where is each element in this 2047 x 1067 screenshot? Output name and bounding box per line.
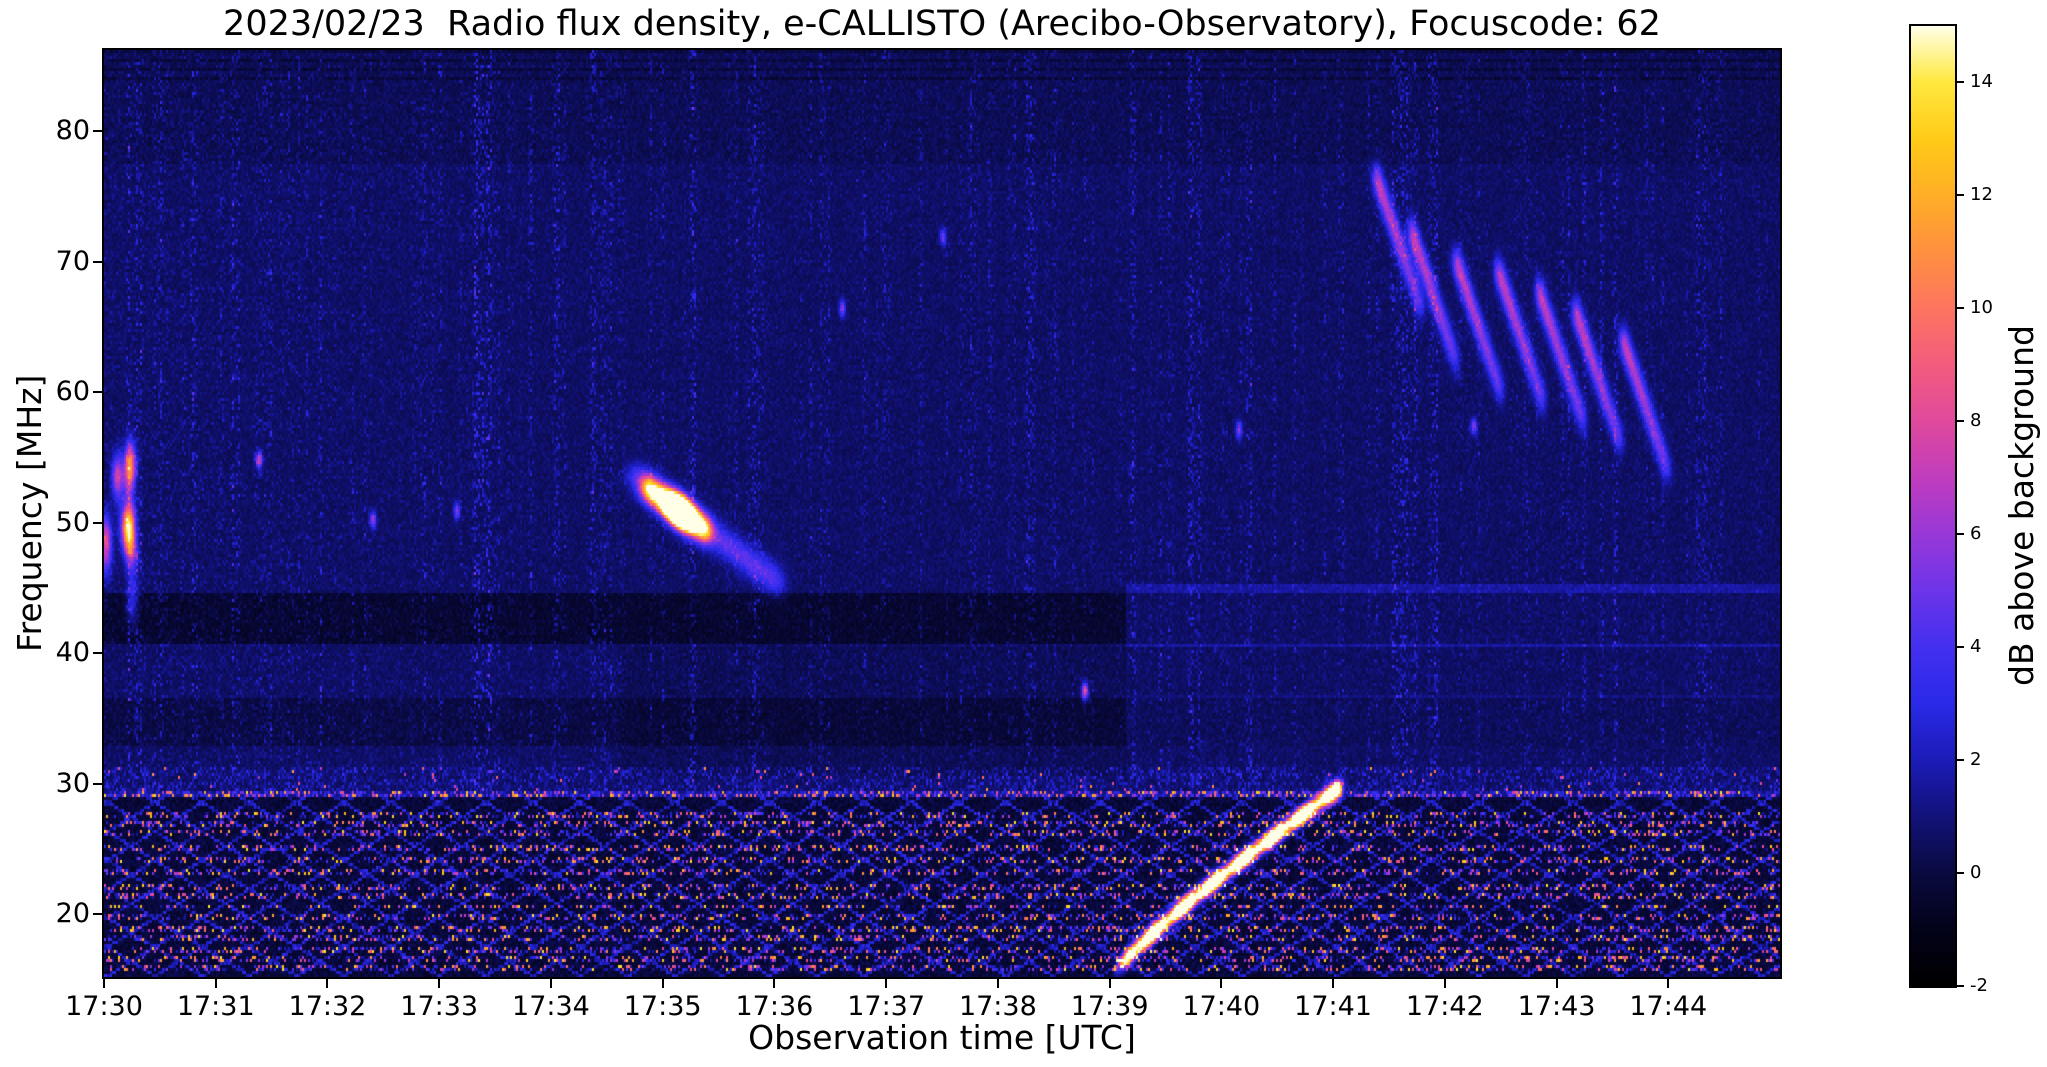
y-tick-label: 20 (55, 898, 90, 930)
y-tick-label: 50 (55, 506, 90, 538)
x-tick-label: 17:39 (1070, 991, 1149, 1022)
colorbar-tick-label: 6 (1970, 523, 1982, 545)
colorbar-tick-mark (1957, 985, 1964, 987)
colorbar-tick-label: 4 (1970, 636, 1982, 658)
colorbar-tick-mark (1957, 194, 1964, 197)
x-tick-label: 17:33 (400, 991, 479, 1022)
x-tick-mark (103, 979, 105, 988)
plot-area (102, 48, 1782, 979)
x-tick-label: 17:35 (623, 991, 702, 1022)
x-tick-label: 17:34 (512, 991, 590, 1022)
x-tick-mark (1443, 979, 1446, 988)
x-tick-mark (1555, 979, 1558, 988)
colorbar-tick-label: 10 (1970, 297, 1993, 319)
y-tick-mark (93, 260, 102, 263)
x-tick-mark (1108, 979, 1111, 988)
x-tick-mark (1332, 979, 1335, 988)
y-tick-label: 60 (55, 376, 90, 408)
y-tick-mark (93, 913, 102, 916)
chart-title: 2023/02/23 Radio flux density, e-CALLIST… (223, 4, 1661, 44)
x-tick-label: 17:42 (1405, 991, 1484, 1022)
x-tick-mark (438, 979, 441, 988)
y-tick-mark (93, 652, 102, 655)
colorbar-tick-mark (1957, 420, 1964, 423)
colorbar-tick-label: 8 (1970, 410, 1982, 432)
x-tick-mark (885, 979, 888, 988)
y-tick-mark (93, 391, 102, 394)
colorbar-tick-mark (1957, 872, 1964, 875)
x-tick-mark (214, 979, 217, 988)
colorbar (1909, 24, 1957, 988)
colorbar-tick-label: 2 (1970, 749, 1982, 771)
colorbar-tick-label: 0 (1970, 862, 1982, 884)
y-tick-mark (93, 129, 102, 132)
colorbar-tick-label: -2 (1970, 975, 1988, 996)
x-tick-label: 17:38 (958, 991, 1037, 1022)
x-tick-mark (1220, 979, 1223, 988)
y-tick-label: 70 (55, 245, 90, 277)
x-tick-label: 17:40 (1182, 991, 1261, 1022)
x-tick-mark (1667, 979, 1670, 988)
x-tick-label: 17:37 (847, 991, 926, 1022)
x-tick-label: 17:41 (1294, 991, 1372, 1022)
colorbar-tick-mark (1957, 307, 1964, 310)
colorbar-tick-mark (1957, 759, 1964, 762)
x-tick-mark (549, 979, 552, 988)
x-tick-mark (661, 979, 664, 988)
y-tick-mark (93, 782, 102, 785)
x-axis-label: Observation time [UTC] (748, 1018, 1136, 1057)
colorbar-tick-label: 14 (1970, 71, 1993, 93)
y-tick-label: 40 (55, 637, 90, 669)
x-tick-mark (996, 979, 999, 988)
colorbar-tick-mark (1957, 533, 1964, 536)
x-tick-label: 17:31 (176, 991, 255, 1022)
x-tick-label: 17:43 (1517, 991, 1596, 1022)
colorbar-canvas (1911, 26, 1955, 986)
spectrogram-canvas (104, 50, 1780, 977)
x-tick-label: 17:44 (1629, 991, 1708, 1022)
x-tick-mark (326, 979, 329, 988)
y-tick-mark (93, 521, 102, 524)
x-tick-mark (773, 979, 776, 988)
x-tick-label: 17:30 (65, 991, 143, 1022)
colorbar-tick-label: 12 (1970, 184, 1993, 206)
x-tick-label: 17:36 (735, 991, 814, 1022)
colorbar-tick-mark (1957, 646, 1964, 649)
colorbar-label: dB above background (2002, 325, 2041, 687)
colorbar-tick-mark (1957, 81, 1964, 84)
x-tick-label: 17:32 (288, 991, 367, 1022)
y-tick-label: 30 (55, 767, 90, 799)
y-tick-label: 80 (55, 114, 90, 146)
